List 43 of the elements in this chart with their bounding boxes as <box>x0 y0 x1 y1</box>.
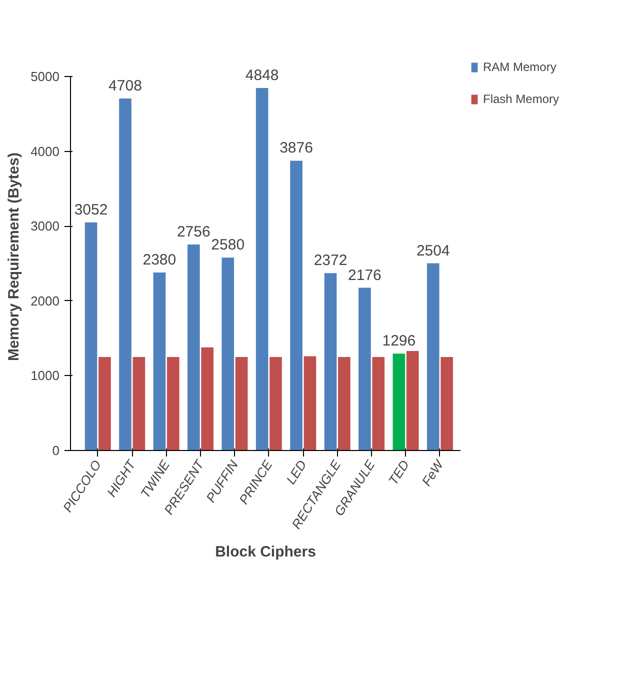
data-label: 2580 <box>211 236 245 254</box>
bar <box>256 88 268 450</box>
bar <box>84 222 98 450</box>
bar <box>358 288 371 450</box>
bar <box>426 263 440 450</box>
bar <box>290 160 302 450</box>
bar <box>304 356 316 450</box>
data-label: 3052 <box>74 201 108 218</box>
y-tick-label: 5000 <box>30 69 60 84</box>
legend-label: RAM Memory <box>483 60 556 74</box>
bar <box>188 244 200 450</box>
bar <box>372 357 385 450</box>
bar <box>222 258 234 450</box>
y-axis-title: Memory Requirement (Bytes) <box>6 152 23 361</box>
data-label: 2756 <box>176 223 210 240</box>
legend-label: Flash Memory <box>483 92 560 106</box>
data-label: 2176 <box>348 266 382 284</box>
bar <box>98 357 111 450</box>
bar <box>166 357 180 450</box>
y-tick-label: 3000 <box>30 218 60 234</box>
y-tick-label: 0 <box>52 443 60 458</box>
bar <box>270 357 282 450</box>
data-label: 4708 <box>108 78 142 94</box>
data-label: 2380 <box>142 252 176 269</box>
bar <box>338 357 350 450</box>
y-tick-label: 1000 <box>30 368 60 384</box>
bar <box>201 347 214 450</box>
bar <box>153 272 166 450</box>
bar <box>235 357 248 450</box>
x-axis-title: Block Ciphers <box>215 544 316 561</box>
bar <box>392 354 406 450</box>
y-tick-label: 4000 <box>30 144 60 159</box>
y-tick-label: 2000 <box>30 293 60 308</box>
bar <box>119 98 132 450</box>
data-label: 2504 <box>416 242 450 260</box>
data-label: 4848 <box>245 67 279 84</box>
data-label: 1296 <box>382 332 416 350</box>
bar <box>406 351 419 450</box>
bar <box>440 357 453 450</box>
data-label: 2372 <box>314 252 348 270</box>
bar <box>324 273 337 450</box>
data-label: 3876 <box>280 140 313 157</box>
bar <box>132 357 146 450</box>
